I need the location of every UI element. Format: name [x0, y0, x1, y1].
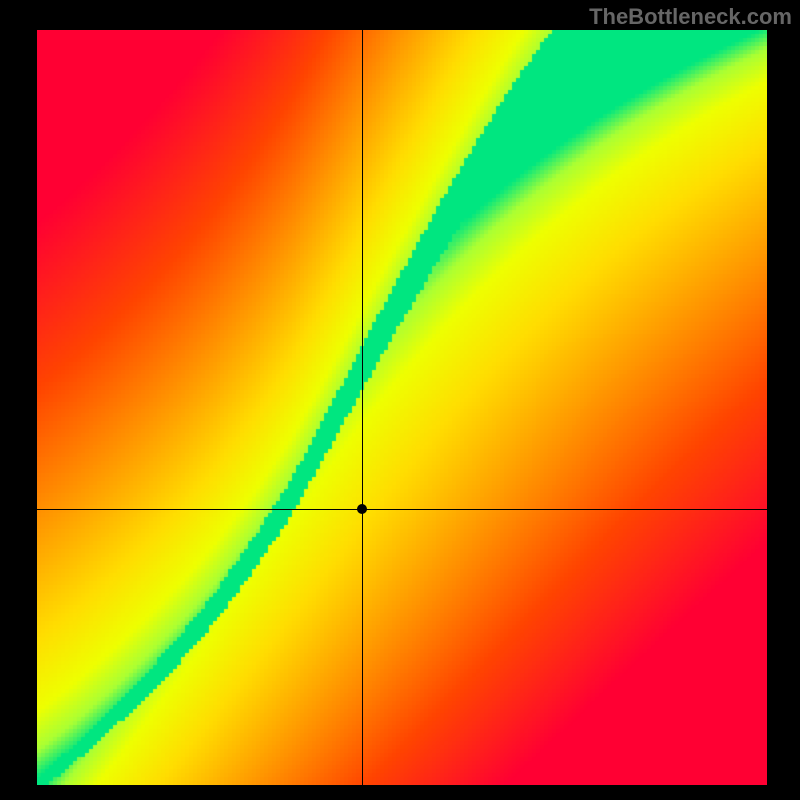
heatmap-canvas — [37, 30, 767, 785]
bottleneck-heatmap — [37, 30, 767, 785]
watermark-text: TheBottleneck.com — [589, 4, 792, 30]
crosshair-horizontal — [37, 509, 767, 510]
crosshair-vertical — [362, 30, 363, 785]
